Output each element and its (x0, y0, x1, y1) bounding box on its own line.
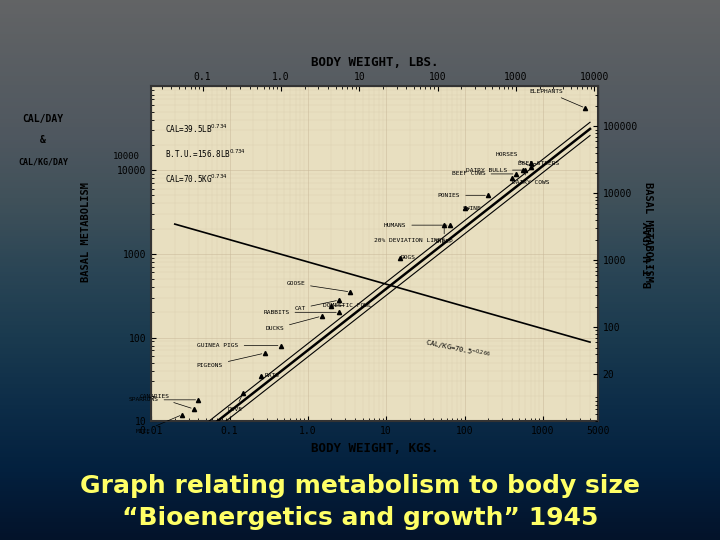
Text: 10000: 10000 (112, 152, 140, 161)
Text: RABBITS: RABBITS (264, 310, 336, 315)
Text: CAL=70.5KG$^{0.734}$: CAL=70.5KG$^{0.734}$ (165, 173, 228, 185)
Text: CAL/KG/DAY: CAL/KG/DAY (18, 158, 68, 166)
Text: HORSES: HORSES (496, 152, 528, 165)
Text: &: & (40, 136, 46, 145)
Text: CAT: CAT (294, 301, 336, 311)
Text: B.T.U.=156.8LB$^{0.734}$: B.T.U.=156.8LB$^{0.734}$ (165, 147, 246, 160)
Text: “Bioenergetics and growth” 1945: “Bioenergetics and growth” 1945 (122, 507, 598, 530)
Text: DUCKS: DUCKS (265, 317, 319, 331)
Text: MICE: MICE (135, 416, 180, 434)
Text: BEEF COWS: BEEF COWS (452, 171, 513, 177)
Text: CANARIES: CANARIES (140, 394, 192, 408)
Text: SWINE: SWINE (463, 206, 482, 211)
Text: DAIRY COWS: DAIRY COWS (512, 172, 549, 185)
Y-axis label: B.T.U./DAY: B.T.U./DAY (643, 220, 653, 288)
Text: CAL/DAY: CAL/DAY (22, 114, 64, 124)
Text: Graph relating metabolism to body size: Graph relating metabolism to body size (80, 474, 640, 498)
Text: GUINEA PIGS: GUINEA PIGS (197, 343, 278, 348)
Text: RATS: RATS (261, 373, 280, 378)
Text: BEEF STEERS: BEEF STEERS (518, 161, 559, 166)
Text: DOMESTIC FOWL: DOMESTIC FOWL (323, 303, 372, 308)
Text: CAL=39.5LB$^{0.734}$: CAL=39.5LB$^{0.734}$ (165, 122, 228, 134)
Text: SHEEP: SHEEP (435, 228, 454, 245)
Text: DAIRY BULLS: DAIRY BULLS (466, 167, 523, 173)
Text: CAL/KG=70.5$^{-0.266}$: CAL/KG=70.5$^{-0.266}$ (423, 337, 491, 363)
Text: HUMANS: HUMANS (384, 222, 447, 228)
X-axis label: BODY WEIGHT, LBS.: BODY WEIGHT, LBS. (310, 56, 438, 69)
Text: SPARROWS: SPARROWS (129, 397, 196, 402)
Text: PONIES: PONIES (438, 193, 485, 198)
Text: DOVE: DOVE (228, 395, 243, 412)
Text: 20% DEVIATION LINES: 20% DEVIATION LINES (374, 238, 445, 242)
X-axis label: BODY WEIGHT, KGS.: BODY WEIGHT, KGS. (310, 442, 438, 455)
Text: DOGS: DOGS (400, 255, 415, 260)
Text: PIGEONS: PIGEONS (197, 354, 262, 368)
Text: BASAL METABOLISM: BASAL METABOLISM (81, 182, 91, 282)
Text: BASAL METABOLISM: BASAL METABOLISM (643, 182, 653, 282)
Text: GOOSE: GOOSE (287, 281, 348, 292)
Text: ELEPHANTS: ELEPHANTS (529, 89, 583, 107)
